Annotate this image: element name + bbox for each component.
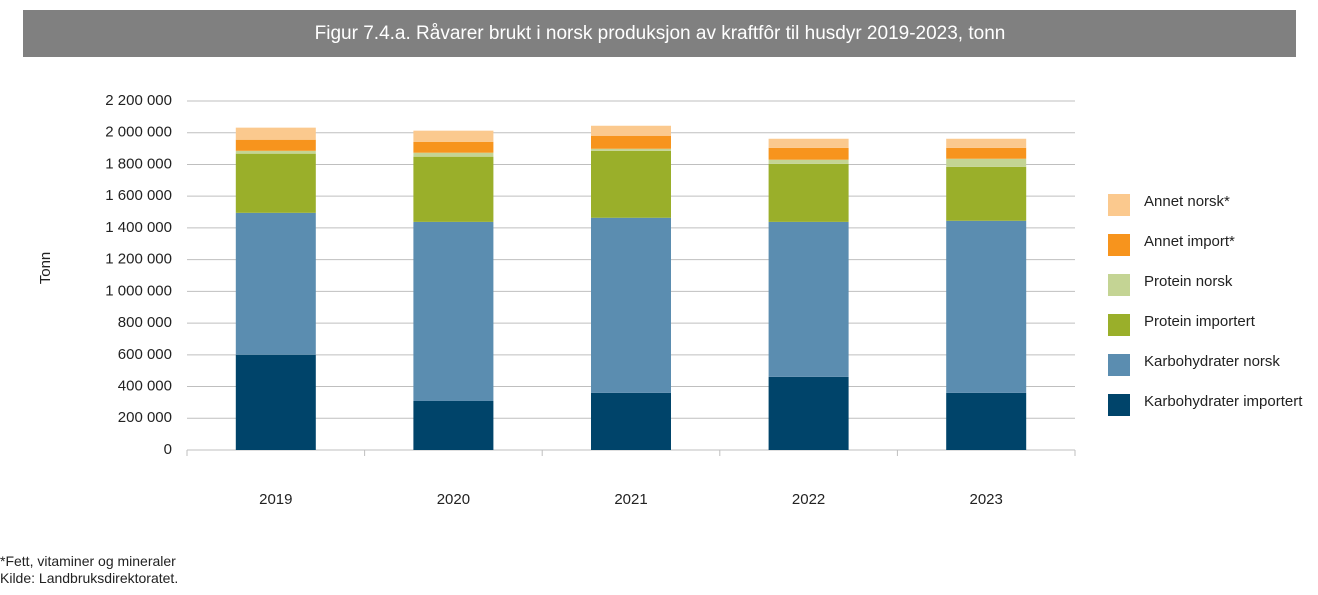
legend-item: Karbohydrater importert	[1108, 388, 1308, 428]
bar-segment	[591, 217, 671, 393]
bar-segment	[591, 150, 671, 218]
title-bar	[23, 10, 1296, 57]
footnote: *Fett, vitaminer og mineraler	[0, 553, 176, 569]
bar-segment	[768, 376, 849, 450]
bar-segment	[591, 392, 671, 450]
bar-segment	[413, 400, 494, 450]
bar-segment	[768, 159, 849, 164]
x-tick-label: 2020	[437, 491, 470, 508]
bar-segment	[946, 220, 1027, 393]
legend-item: Protein norsk	[1108, 268, 1308, 308]
bar-segment	[946, 158, 1027, 167]
bar-segment	[946, 147, 1027, 159]
y-tick-label: 1 600 000	[105, 187, 172, 204]
legend-item: Annet norsk*	[1108, 188, 1308, 228]
bar-segment	[235, 139, 316, 151]
legend-label: Annet norsk*	[1144, 193, 1230, 210]
y-tick-label: 0	[164, 441, 172, 458]
legend-swatch	[1108, 274, 1130, 296]
legend-label: Annet import*	[1144, 233, 1235, 250]
bar-segment	[235, 354, 316, 450]
y-tick-label: 1 000 000	[105, 282, 172, 299]
bar-segment	[413, 156, 494, 222]
legend-label: Karbohydrater norsk	[1144, 353, 1280, 370]
y-tick-label: 1 400 000	[105, 219, 172, 236]
bar-segment	[768, 138, 849, 148]
x-tick-label: 2021	[614, 491, 647, 508]
bar-segment	[946, 392, 1027, 450]
bar-segment	[413, 141, 494, 153]
bar-segment	[413, 130, 494, 142]
legend-swatch	[1108, 194, 1130, 216]
bar-segment	[235, 153, 316, 213]
source: Kilde: Landbruksdirektoratet.	[0, 570, 179, 586]
bar-segment	[768, 147, 849, 160]
legend-swatch	[1108, 394, 1130, 416]
y-tick-label: 600 000	[118, 346, 172, 363]
y-tick-label: 1 200 000	[105, 251, 172, 268]
x-tick-label: 2019	[259, 491, 292, 508]
bar-segment	[413, 221, 494, 401]
bar-segment	[946, 166, 1027, 221]
x-tick-label: 2023	[970, 491, 1003, 508]
chart-title: Figur 7.4.a. Råvarer brukt i norsk produ…	[315, 23, 1006, 44]
bar-segment	[946, 138, 1027, 148]
bar-segment	[768, 221, 849, 377]
legend-item: Karbohydrater norsk	[1108, 348, 1308, 388]
y-tick-label: 2 000 000	[105, 124, 172, 141]
bar-segment	[768, 163, 849, 222]
bar-segment	[591, 148, 671, 151]
legend-swatch	[1108, 314, 1130, 336]
y-axis-label: Tonn	[37, 252, 54, 285]
y-tick-label: 1 800 000	[105, 155, 172, 172]
legend-label: Karbohydrater importert	[1144, 393, 1303, 410]
bar-segment	[591, 135, 671, 149]
bar-segment	[591, 125, 671, 136]
bar-segment	[413, 152, 494, 157]
bar-segment	[235, 150, 316, 154]
bar-segment	[235, 212, 316, 355]
legend-item: Protein importert	[1108, 308, 1308, 348]
y-tick-label: 800 000	[118, 314, 172, 331]
legend-label: Protein importert	[1144, 313, 1255, 330]
bar-segment	[235, 127, 316, 140]
legend-swatch	[1108, 234, 1130, 256]
y-tick-label: 2 200 000	[105, 92, 172, 109]
y-tick-label: 400 000	[118, 378, 172, 395]
legend-label: Protein norsk	[1144, 273, 1233, 290]
legend: Annet norsk* Annet import* Protein norsk Pr…	[1108, 188, 1308, 428]
legend-item: Annet import*	[1108, 228, 1308, 268]
x-tick-label: 2022	[792, 491, 825, 508]
y-tick-label: 200 000	[118, 409, 172, 426]
legend-swatch	[1108, 354, 1130, 376]
